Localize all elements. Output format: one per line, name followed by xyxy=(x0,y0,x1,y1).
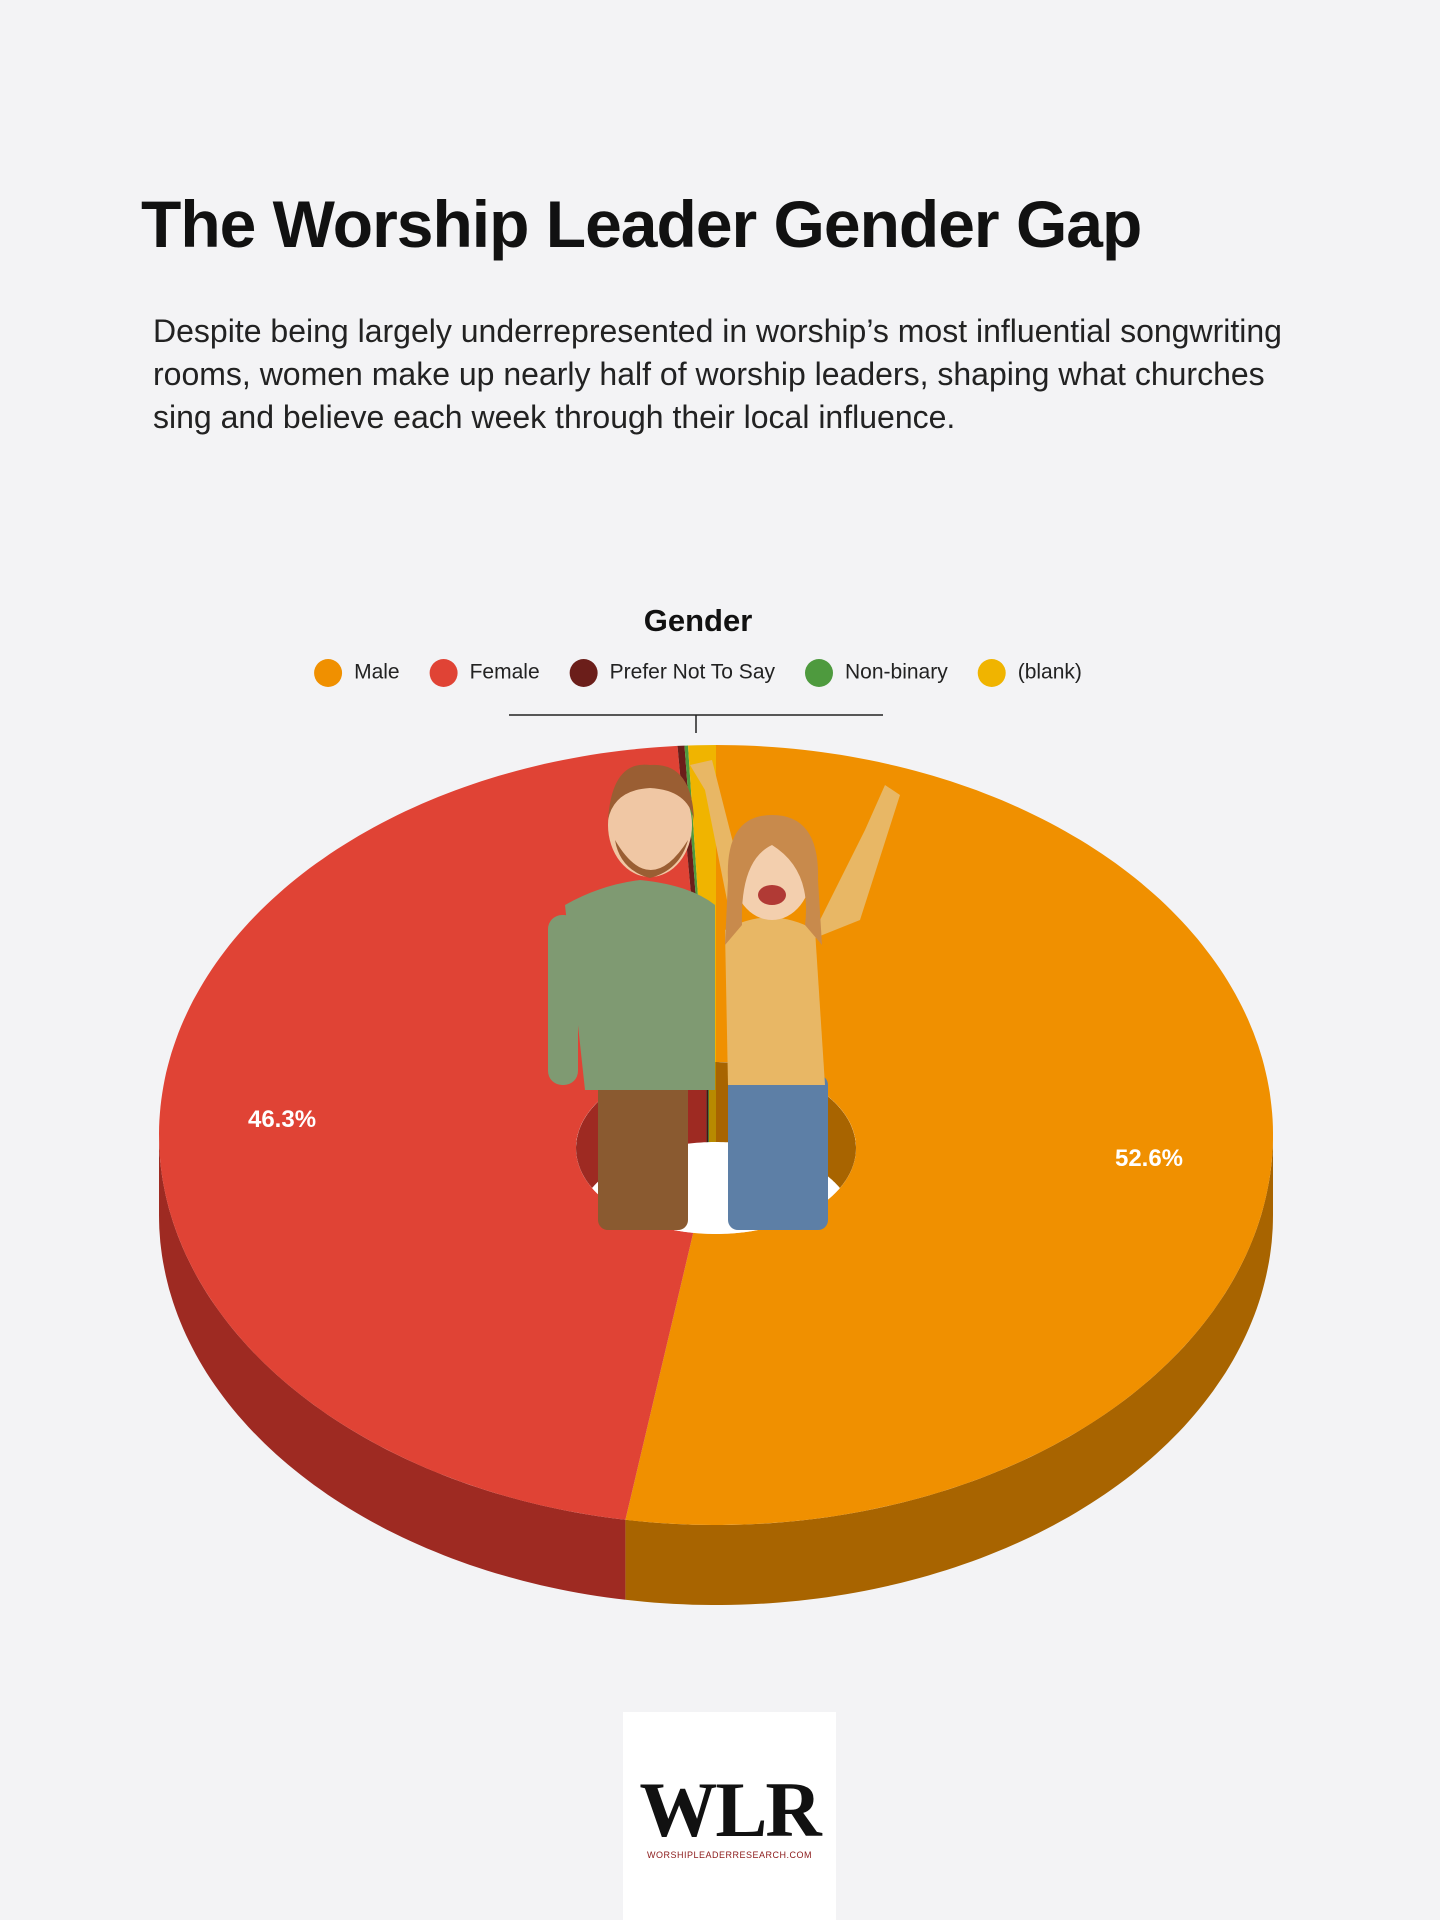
logo-mark: WLR xyxy=(639,1766,821,1853)
chart: Gender Male Female Prefer Not To Say Non-bi… xyxy=(159,603,1273,1605)
woman-jeans xyxy=(728,1075,828,1230)
legend-label: Female xyxy=(470,661,540,684)
logo-site: WORSHIPLEADERRESEARCH.COM xyxy=(646,1850,813,1860)
illustration xyxy=(548,760,900,1230)
legend-label: Male xyxy=(354,661,400,684)
legend-swatch xyxy=(977,659,1006,687)
man-arm xyxy=(548,915,578,1085)
man-hair xyxy=(608,764,694,820)
value-labels: 52.6% 46.3% xyxy=(248,1106,1183,1172)
woman-mouth xyxy=(758,885,786,905)
pie-sides xyxy=(159,1135,1273,1605)
value-label: 46.3% xyxy=(248,1106,316,1133)
legend-swatch xyxy=(569,659,598,687)
woman-hair xyxy=(725,815,822,945)
man-beard xyxy=(615,840,688,878)
legend: Male Female Prefer Not To Say Non-binary (bl… xyxy=(314,659,1082,687)
man-pants xyxy=(598,1075,688,1230)
legend-label: Prefer Not To Say xyxy=(610,661,776,684)
man-shirt xyxy=(565,880,715,1090)
description: Despite being largely underrepresented i… xyxy=(153,313,1282,435)
logo: WLR WORSHIPLEADERRESEARCH.COM xyxy=(623,1712,836,1920)
value-label: 52.6% xyxy=(1115,1145,1183,1172)
legend-label: (blank) xyxy=(1018,661,1082,684)
legend-swatch xyxy=(429,659,458,687)
woman-sweater xyxy=(725,917,825,1085)
slice-side xyxy=(159,1135,626,1600)
headline: The Worship Leader Gender Gap xyxy=(141,187,1142,261)
chart-title: Gender xyxy=(644,603,753,638)
woman-arm-right xyxy=(810,785,900,940)
legend-swatch xyxy=(314,659,343,687)
legend-label: Non-binary xyxy=(845,661,948,684)
man-head xyxy=(608,773,692,877)
legend-swatch xyxy=(805,659,833,687)
slice-side xyxy=(625,1135,1273,1605)
